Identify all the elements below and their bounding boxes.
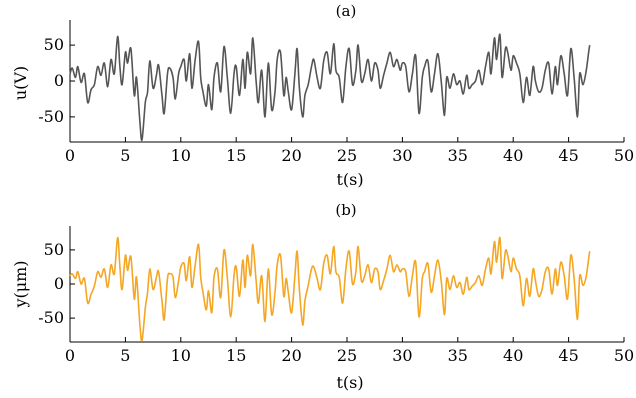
- b-x-tick-label: 15: [226, 346, 246, 365]
- panel-a: (a) 0 5 10 15 20 25 30 35 40 45 50 -50 0 50 t(s) u(V): [11, 2, 634, 189]
- b-x-tick-label: 50: [614, 346, 634, 365]
- a-y-tick-label: -50: [38, 107, 64, 126]
- a-x-tick-label: 40: [503, 146, 523, 165]
- series-line-u: [69, 33, 591, 142]
- b-x-tick-label: 5: [120, 346, 130, 365]
- b-x-tick-label: 35: [448, 346, 468, 365]
- panel-a-title: (a): [336, 2, 357, 20]
- panel-a-x-axis-label: t(s): [336, 170, 363, 189]
- b-y-tick-label: 50: [44, 240, 64, 259]
- a-x-tick-label: 25: [337, 146, 357, 165]
- a-x-tick-label: 45: [558, 146, 578, 165]
- panel-a-y-axis-label: u(V): [11, 66, 30, 100]
- b-x-tick-label: 30: [392, 346, 412, 365]
- a-x-tick-label: 0: [65, 146, 75, 165]
- panel-b-title: (b): [335, 201, 356, 219]
- a-x-tick-label: 15: [226, 146, 246, 165]
- b-x-tick-label: 10: [171, 346, 191, 365]
- b-x-tick-label: 45: [558, 346, 578, 365]
- a-x-tick-label: 35: [448, 146, 468, 165]
- panel-b-axes: [69, 226, 624, 343]
- panel-a-axes: [69, 20, 624, 143]
- b-x-tick-label: 25: [337, 346, 357, 365]
- b-x-tick-label: 20: [281, 346, 301, 365]
- a-y-tick-label: 0: [54, 71, 64, 90]
- b-y-tick-label: 0: [54, 274, 64, 293]
- panel-a-ticks: 0 5 10 15 20 25 30 35 40 45 50 -50 0 50: [38, 35, 634, 165]
- a-x-tick-label: 20: [281, 146, 301, 165]
- a-x-tick-label: 50: [614, 146, 634, 165]
- panel-b-y-axis-label: y(μm): [11, 260, 30, 308]
- a-y-tick-label: 50: [44, 35, 64, 54]
- panel-b-x-axis-label: t(s): [336, 373, 363, 392]
- b-x-tick-label: 40: [503, 346, 523, 365]
- b-y-tick-label: -50: [38, 308, 64, 327]
- a-x-tick-label: 30: [392, 146, 412, 165]
- a-x-tick-label: 10: [171, 146, 191, 165]
- series-line-y: [69, 236, 591, 342]
- a-x-tick-label: 5: [120, 146, 130, 165]
- b-x-tick-label: 0: [65, 346, 75, 365]
